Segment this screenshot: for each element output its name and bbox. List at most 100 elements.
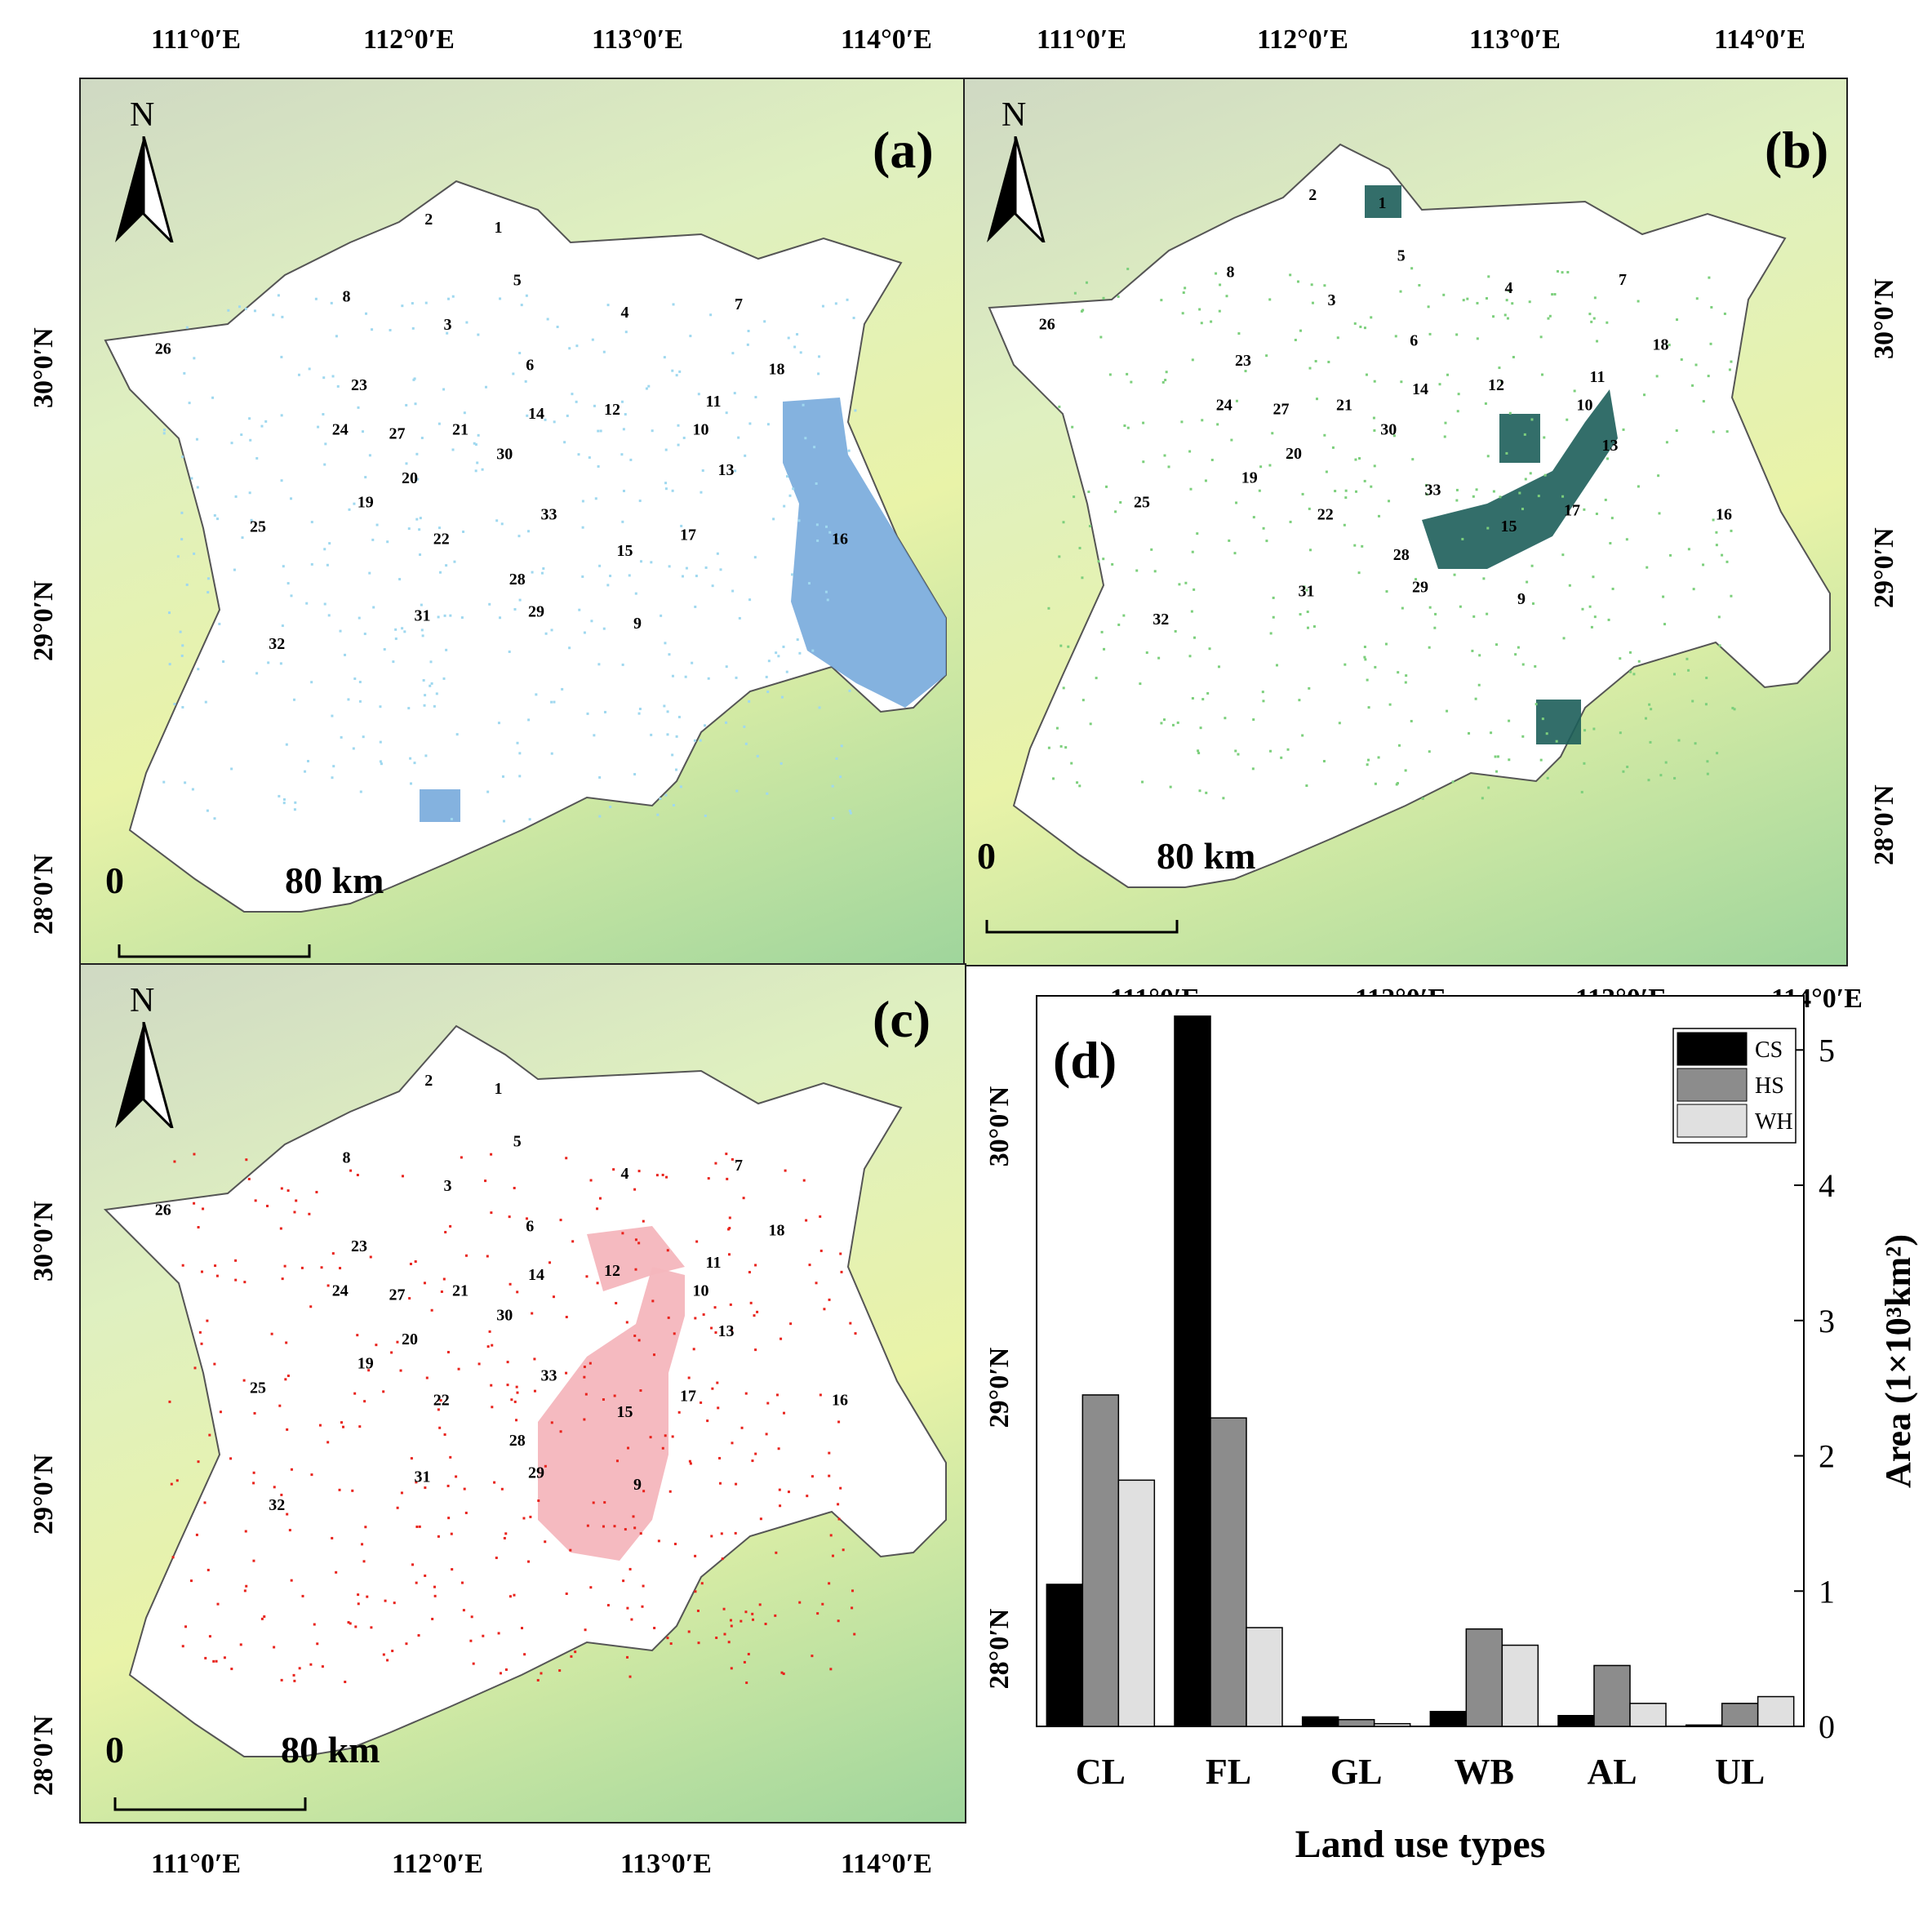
panel-label-b: (b) xyxy=(1765,121,1829,179)
scatter-point xyxy=(1198,308,1201,311)
scatter-point xyxy=(286,1189,290,1193)
scatter-point xyxy=(499,297,502,300)
scatter-point xyxy=(508,1215,511,1219)
scatter-point xyxy=(430,1308,433,1312)
scatter-point xyxy=(168,663,171,666)
scatter-point xyxy=(1523,433,1526,436)
scatter-point xyxy=(831,1554,834,1557)
scatter-point xyxy=(754,1264,757,1267)
scatter-point xyxy=(835,757,838,760)
scatter-point xyxy=(486,1255,489,1258)
scatter-point xyxy=(1150,548,1153,551)
y-tick-label: 2 xyxy=(1819,1438,1835,1475)
x-tick-label: CL xyxy=(1076,1752,1126,1792)
scatter-point xyxy=(204,700,207,704)
scatter-point xyxy=(1411,458,1415,461)
scatter-point xyxy=(652,1353,655,1357)
scatter-point xyxy=(493,1481,496,1484)
scatter-point xyxy=(413,762,416,765)
scatter-point xyxy=(680,524,683,527)
scatter-point xyxy=(1517,646,1520,649)
scatter-point xyxy=(1580,790,1583,793)
scatter-point xyxy=(443,1433,446,1437)
scatter-point xyxy=(476,461,479,464)
scatter-point xyxy=(424,301,428,304)
scatter-point xyxy=(1071,425,1074,429)
scatter-point xyxy=(245,1158,248,1162)
scatter-point xyxy=(731,589,735,593)
scatter-point xyxy=(1145,651,1148,655)
scatter-point xyxy=(357,1602,360,1606)
scatter-point xyxy=(634,1238,637,1242)
lon-bottom-c-3: 114°0′E xyxy=(841,1849,932,1879)
scatter-point xyxy=(664,642,667,645)
region-label-1: 1 xyxy=(495,219,503,237)
scatter-point xyxy=(1265,540,1268,543)
scatter-point xyxy=(250,518,253,522)
scatter-point xyxy=(379,760,382,763)
scatter-point xyxy=(612,1168,615,1171)
scatter-point xyxy=(694,605,697,608)
scatter-point xyxy=(1105,485,1108,488)
scatter-point xyxy=(1708,276,1711,279)
scatter-point xyxy=(1062,686,1065,690)
scatter-point xyxy=(1073,495,1076,499)
region-label-30: 30 xyxy=(496,445,513,463)
scatter-point xyxy=(1064,746,1068,749)
scatter-point xyxy=(671,753,674,757)
scatter-point xyxy=(633,1526,637,1530)
scatter-point xyxy=(316,1642,319,1646)
scatter-point xyxy=(520,304,523,307)
scatter-point xyxy=(1444,421,1447,424)
scatter-point xyxy=(1312,625,1316,629)
region-label-9: 9 xyxy=(633,1476,642,1494)
scatter-point xyxy=(290,594,293,598)
scatter-point xyxy=(415,452,419,455)
scatter-point xyxy=(1526,580,1529,584)
scatter-point xyxy=(1200,322,1203,325)
scatter-point xyxy=(829,1534,833,1537)
scatter-point xyxy=(527,1560,531,1563)
scatter-point xyxy=(398,578,402,581)
region-label-26: 26 xyxy=(155,340,171,358)
scatter-point xyxy=(323,602,326,606)
scatter-point xyxy=(518,752,522,755)
scatter-point xyxy=(815,523,819,526)
scatter-point xyxy=(694,1554,697,1557)
scatter-point xyxy=(1471,649,1474,652)
scatter-point xyxy=(425,1376,429,1379)
scatter-point xyxy=(766,1402,770,1405)
scatter-point xyxy=(772,518,775,521)
lon-bottom-c-0: 111°0′E xyxy=(151,1849,242,1879)
scatter-point xyxy=(837,1503,840,1506)
region-label-29: 29 xyxy=(528,1464,544,1482)
scatter-point xyxy=(1433,626,1437,629)
region-label-16: 16 xyxy=(832,530,848,548)
scatter-point xyxy=(416,478,420,481)
scatter-point xyxy=(725,411,728,415)
scatter-point xyxy=(383,648,386,651)
bar-CS-FL xyxy=(1174,1015,1211,1727)
scatter-point xyxy=(195,438,198,441)
scatter-point xyxy=(1637,660,1641,663)
scatter-point xyxy=(1160,722,1163,725)
lon-bottom-c-2: 113°0′E xyxy=(620,1849,712,1879)
scatter-point xyxy=(802,1179,806,1182)
scatter-point xyxy=(502,820,505,823)
lon-top-b-0: 111°0′E xyxy=(1037,24,1127,55)
scatter-point xyxy=(477,333,480,336)
scatter-point xyxy=(273,1486,276,1489)
scatter-point xyxy=(1259,465,1263,469)
scatter-point xyxy=(692,1348,695,1351)
scatter-point xyxy=(424,694,427,697)
scatter-point xyxy=(722,1607,726,1610)
scatter-point xyxy=(411,327,415,330)
scatter-point xyxy=(443,614,446,617)
scatter-point xyxy=(344,653,347,656)
scatter-point xyxy=(1384,642,1388,646)
scatter-point xyxy=(834,302,837,305)
scatter-point xyxy=(1692,588,1695,591)
scatter-point xyxy=(1210,320,1213,323)
scatter-point xyxy=(438,1426,442,1429)
scatter-point xyxy=(544,632,548,635)
